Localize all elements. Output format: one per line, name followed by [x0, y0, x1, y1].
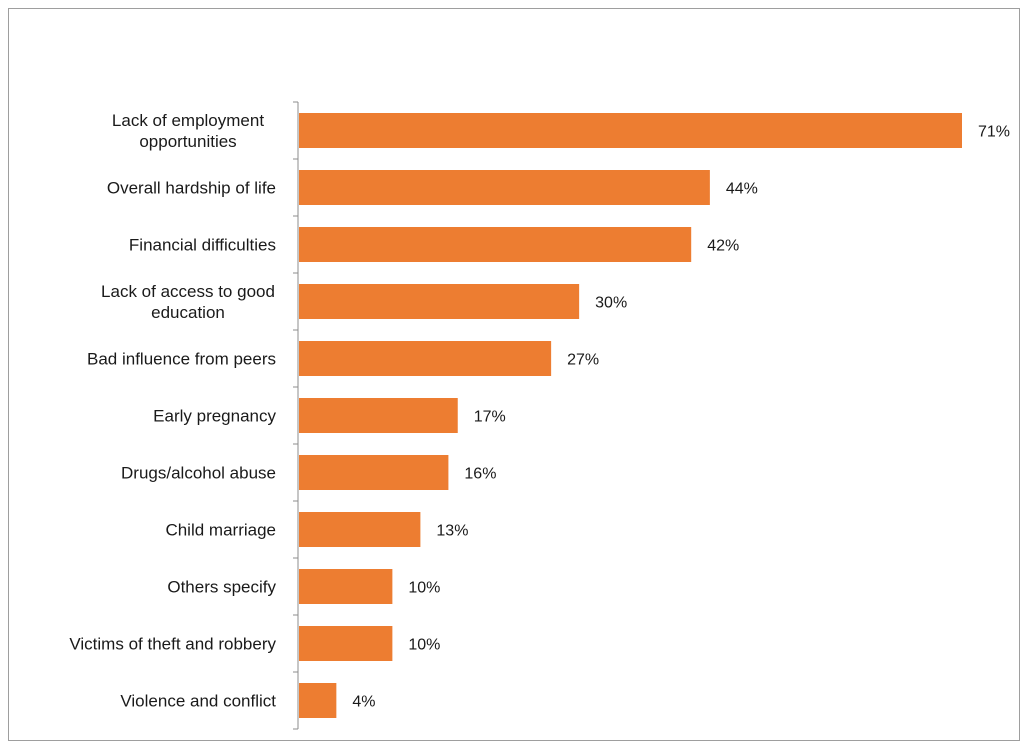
category-label-line: Child marriage	[165, 521, 276, 540]
data-label: 30%	[595, 295, 627, 312]
bar	[299, 569, 393, 604]
bar	[299, 170, 710, 205]
category-label: Victims of theft and robbery	[69, 635, 276, 654]
data-label: 4%	[352, 694, 375, 711]
bar	[299, 455, 449, 490]
data-label: 27%	[567, 352, 599, 369]
bar	[299, 683, 337, 718]
category-label: Drugs/alcohol abuse	[121, 464, 276, 483]
category-label-line: Early pregnancy	[153, 407, 276, 426]
category-label-line: Drugs/alcohol abuse	[121, 464, 276, 483]
bar	[299, 341, 552, 376]
category-label-line: Victims of theft and robbery	[69, 635, 276, 654]
category-label: Early pregnancy	[153, 407, 276, 426]
category-label-line: opportunities	[139, 132, 236, 151]
data-label: 10%	[408, 580, 440, 597]
data-label: 17%	[474, 409, 506, 426]
data-label: 16%	[464, 466, 496, 483]
category-label-line: Bad influence from peers	[87, 350, 276, 369]
bar	[299, 227, 692, 262]
category-label-line: Violence and conflict	[120, 692, 276, 711]
data-label: 44%	[726, 181, 758, 198]
data-label: 10%	[408, 637, 440, 654]
category-label: Others specify	[167, 578, 276, 597]
bar	[299, 512, 421, 547]
category-label: Child marriage	[165, 521, 276, 540]
category-label: Bad influence from peers	[87, 350, 276, 369]
category-label: Lack of access to good education	[101, 282, 275, 322]
category-label-line: Lack of employment	[112, 111, 264, 130]
bar	[299, 398, 458, 433]
category-label: Overall hardship of life	[107, 179, 276, 198]
category-label-line: Others specify	[167, 578, 276, 597]
category-label-line: education	[151, 303, 225, 322]
data-label: 71%	[978, 124, 1010, 141]
category-label: Violence and conflict	[120, 692, 276, 711]
bar	[299, 626, 393, 661]
bar	[299, 113, 962, 148]
category-label-line: Financial difficulties	[129, 236, 276, 255]
data-label: 42%	[707, 238, 739, 255]
category-label: Financial difficulties	[129, 236, 276, 255]
category-label-line: Overall hardship of life	[107, 179, 276, 198]
bar	[299, 284, 580, 319]
category-label-line: Lack of access to good	[101, 282, 275, 301]
data-label: 13%	[436, 523, 468, 540]
category-label: Lack of employment opportunities	[112, 111, 264, 151]
